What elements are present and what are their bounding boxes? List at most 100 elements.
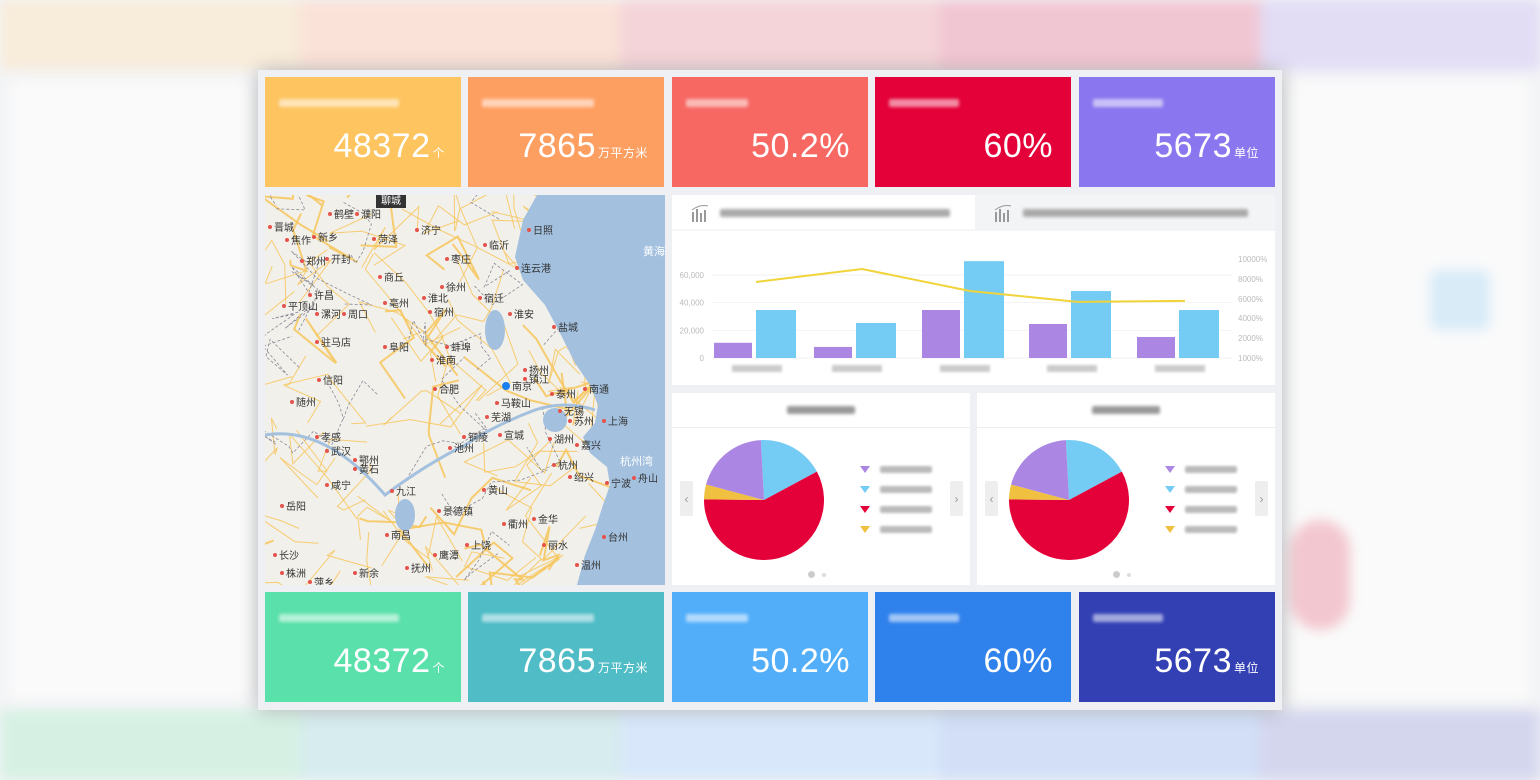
chevron-left-icon[interactable]: ‹	[985, 481, 998, 516]
map-city-label[interactable]: 淮南	[430, 352, 456, 367]
kpi-card[interactable]: 5673 单位	[1079, 592, 1275, 702]
map-city-label[interactable]: 阜阳	[383, 339, 409, 354]
legend-item[interactable]	[860, 526, 932, 533]
legend-item[interactable]	[860, 506, 932, 513]
map-city-label[interactable]: 黄石	[353, 461, 379, 476]
map-city-label[interactable]: 鄂州	[353, 452, 379, 467]
map-view[interactable]: 鹤壁 濮阳 晋城 焦作 新乡 菏泽 济宁 日照 临沂 枣庄 郑州 开封 连云港 商丘 徐州 许昌 宿迁 淮北 亳州 平…	[265, 195, 665, 585]
legend-item[interactable]	[1165, 506, 1237, 513]
map-city-label[interactable]: 铜陵	[462, 429, 488, 444]
map-city-label[interactable]: 池州	[448, 440, 474, 455]
map-city-label[interactable]: 驻马店	[315, 334, 351, 349]
map-city-label[interactable]: 景德镇	[437, 503, 473, 518]
map-city-label[interactable]: 鹤壁	[328, 206, 354, 221]
map-city-label[interactable]: 咸宁	[325, 477, 351, 492]
map-city-label[interactable]: 平顶山	[282, 298, 318, 313]
map-city-label[interactable]: 萍乡	[308, 574, 334, 585]
map-city-label[interactable]: 长沙	[273, 547, 299, 562]
page-dot-active[interactable]	[808, 571, 815, 578]
map-city-label[interactable]: 商丘	[378, 269, 404, 284]
map-city-label[interactable]: 抚州	[405, 560, 431, 575]
page-dot-active[interactable]	[1113, 571, 1120, 578]
kpi-card[interactable]: 5673 单位	[1079, 77, 1275, 187]
map-city-label[interactable]: 台州	[602, 529, 628, 544]
kpi-card[interactable]: 50.2%	[672, 592, 868, 702]
map-city-label[interactable]: 孝感	[315, 429, 341, 444]
map-city-label[interactable]: 淮安	[508, 306, 534, 321]
map-city-label[interactable]: 新乡	[312, 229, 338, 244]
map-city-label[interactable]: 温州	[575, 557, 601, 572]
legend-item[interactable]	[1165, 526, 1237, 533]
map-city-label[interactable]: 无锡	[558, 403, 584, 418]
map-city-label[interactable]: 枣庄	[445, 251, 471, 266]
chevron-left-icon[interactable]: ‹	[680, 481, 693, 516]
map-city-label[interactable]: 南昌	[385, 527, 411, 542]
map-city-label[interactable]: 连云港	[515, 260, 551, 275]
kpi-card[interactable]: 48372 个	[265, 592, 461, 702]
page-dot[interactable]	[1127, 573, 1131, 577]
map-city-label[interactable]: 郑州	[300, 253, 326, 268]
legend-item[interactable]	[1165, 466, 1237, 473]
map-city-label[interactable]: 鹰潭	[433, 547, 459, 562]
map-city-label[interactable]: 九江	[390, 483, 416, 498]
legend-item[interactable]	[1165, 486, 1237, 493]
map-city-label[interactable]: 黄山	[482, 482, 508, 497]
map-city-label[interactable]: 合肥	[433, 381, 459, 396]
map-city-label[interactable]: 菏泽	[372, 231, 398, 246]
map-city-label[interactable]: 许昌	[308, 287, 334, 302]
map-city-label[interactable]: 徐州	[440, 279, 466, 294]
map-city-label[interactable]: 金华	[532, 511, 558, 526]
map-city-label[interactable]: 晋城	[268, 219, 294, 234]
legend-item[interactable]	[860, 466, 932, 473]
kpi-card[interactable]: 48372 个	[265, 77, 461, 187]
chevron-right-icon[interactable]: ›	[1255, 481, 1268, 516]
map-city-label[interactable]: 亳州	[383, 295, 409, 310]
map-city-label[interactable]: 漯河	[315, 306, 341, 321]
map-city-label[interactable]: 日照	[527, 222, 553, 237]
map-city-label[interactable]: 焦作	[285, 232, 311, 247]
map-city-label[interactable]: 信阳	[317, 372, 343, 387]
map-city-label[interactable]: 绍兴	[568, 469, 594, 484]
map-city-label[interactable]: 嘉兴	[575, 437, 601, 452]
kpi-card[interactable]: 7865 万平方米	[468, 592, 664, 702]
kpi-card[interactable]: 60%	[875, 77, 1071, 187]
kpi-card[interactable]: 50.2%	[672, 77, 868, 187]
map-city-label[interactable]: 岳阳	[280, 498, 306, 513]
map-city-label[interactable]: 镇江	[523, 371, 549, 386]
map-city-label[interactable]: 衢州	[502, 516, 528, 531]
page-dot[interactable]	[822, 573, 826, 577]
map-city-label[interactable]: 济宁	[415, 222, 441, 237]
map-city-label[interactable]: 舟山	[632, 470, 658, 485]
map-city-label[interactable]: 宁波	[605, 475, 631, 490]
map-city-label[interactable]: 芜湖	[485, 409, 511, 424]
map-city-label[interactable]: 宿迁	[478, 290, 504, 305]
map-city-label[interactable]: 宿州	[428, 304, 454, 319]
map-city-label[interactable]: 宣城	[498, 427, 524, 442]
map-city-label[interactable]: 杭州	[552, 457, 578, 472]
legend-item[interactable]	[860, 486, 932, 493]
kpi-card[interactable]: 7865 万平方米	[468, 77, 664, 187]
chart-tab-2[interactable]	[975, 195, 1275, 230]
map-city-label[interactable]: 蚌埠	[445, 339, 471, 354]
map-city-label[interactable]: 盐城	[552, 319, 578, 334]
map-city-label[interactable]: 株洲	[280, 565, 306, 580]
map-city-label[interactable]: 扬州	[523, 362, 549, 377]
map-city-label[interactable]: 湖州	[548, 431, 574, 446]
map-city-label[interactable]: 苏州	[568, 413, 594, 428]
map-city-label[interactable]: 南通	[583, 381, 609, 396]
map-city-label[interactable]: 临沂	[483, 237, 509, 252]
map-city-label[interactable]: 武汉	[325, 443, 351, 458]
map-city-label[interactable]: 丽水	[542, 537, 568, 552]
map-city-label[interactable]: 南京	[502, 378, 532, 393]
map-city-label[interactable]: 随州	[290, 394, 316, 409]
map-city-label[interactable]: 上饶	[465, 537, 491, 552]
map-city-label[interactable]: 上海	[602, 413, 628, 428]
chart-tab-1[interactable]	[672, 195, 972, 230]
map-city-label[interactable]: 泰州	[550, 386, 576, 401]
kpi-card[interactable]: 60%	[875, 592, 1071, 702]
chevron-right-icon[interactable]: ›	[950, 481, 963, 516]
map-city-label[interactable]: 淮北	[422, 290, 448, 305]
map-canvas[interactable]	[265, 195, 665, 585]
map-city-label[interactable]: 周口	[342, 306, 368, 321]
map-city-label[interactable]: 新余	[353, 565, 379, 580]
